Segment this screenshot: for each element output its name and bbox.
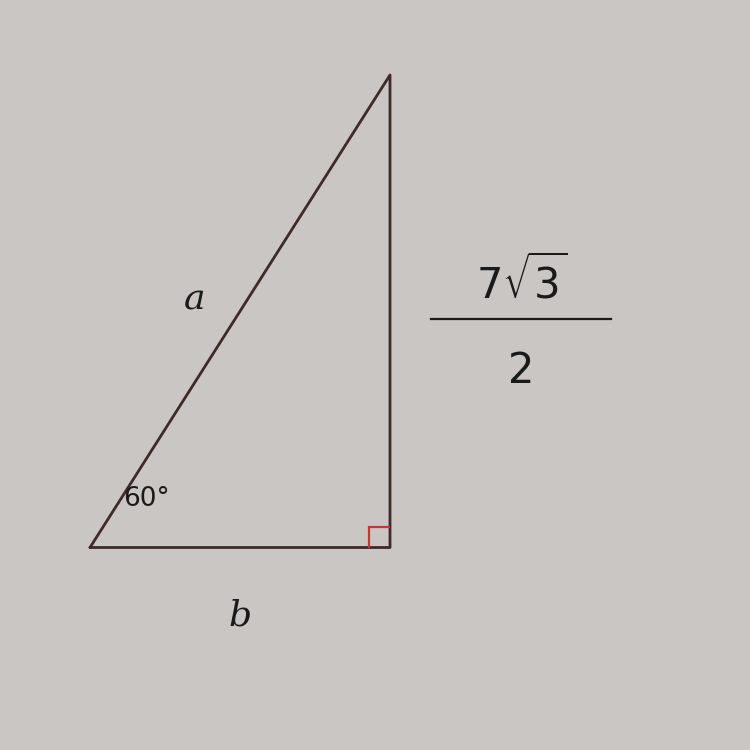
Text: $7\sqrt{3}$: $7\sqrt{3}$ xyxy=(476,256,567,307)
Text: 2: 2 xyxy=(508,350,535,392)
Text: 60°: 60° xyxy=(123,486,170,512)
Text: a: a xyxy=(184,283,206,317)
Text: b: b xyxy=(229,598,251,632)
